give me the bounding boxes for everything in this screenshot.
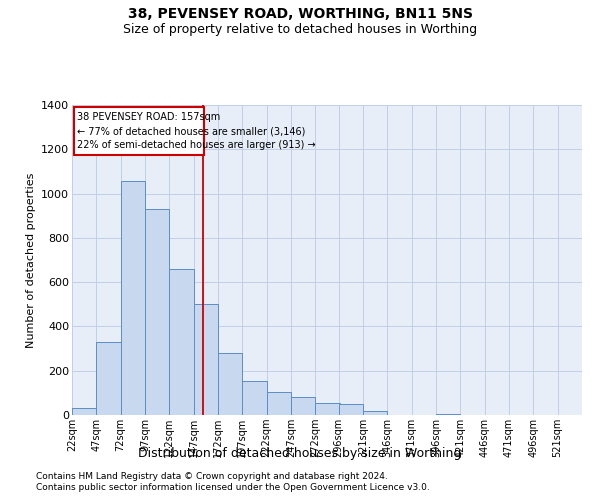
Bar (194, 304, 218, 415)
Bar (169, 269, 194, 415)
Bar (363, 410, 388, 415)
Bar (242, 380, 266, 415)
FancyBboxPatch shape (74, 107, 205, 155)
Bar (316, 403, 340, 415)
Text: 22% of semi-detached houses are larger (913) →: 22% of semi-detached houses are larger (… (77, 140, 316, 150)
Bar (145, 209, 169, 415)
Text: 38, PEVENSEY ROAD, WORTHING, BN11 5NS: 38, PEVENSEY ROAD, WORTHING, BN11 5NS (128, 8, 473, 22)
Y-axis label: Number of detached properties: Number of detached properties (26, 172, 35, 348)
Bar (291, 398, 316, 415)
Bar (338, 404, 363, 415)
Bar (72, 408, 97, 415)
Bar (436, 414, 460, 415)
Text: ← 77% of detached houses are smaller (3,146): ← 77% of detached houses are smaller (3,… (77, 126, 305, 136)
Text: Contains HM Land Registry data © Crown copyright and database right 2024.: Contains HM Land Registry data © Crown c… (36, 472, 388, 481)
Text: Size of property relative to detached houses in Worthing: Size of property relative to detached ho… (123, 22, 477, 36)
Text: Contains public sector information licensed under the Open Government Licence v3: Contains public sector information licen… (36, 483, 430, 492)
Text: Distribution of detached houses by size in Worthing: Distribution of detached houses by size … (139, 448, 461, 460)
Bar (121, 182, 145, 415)
Bar (266, 392, 291, 415)
Bar (218, 353, 242, 415)
Text: 38 PEVENSEY ROAD: 157sqm: 38 PEVENSEY ROAD: 157sqm (77, 112, 220, 122)
Bar (97, 342, 121, 415)
